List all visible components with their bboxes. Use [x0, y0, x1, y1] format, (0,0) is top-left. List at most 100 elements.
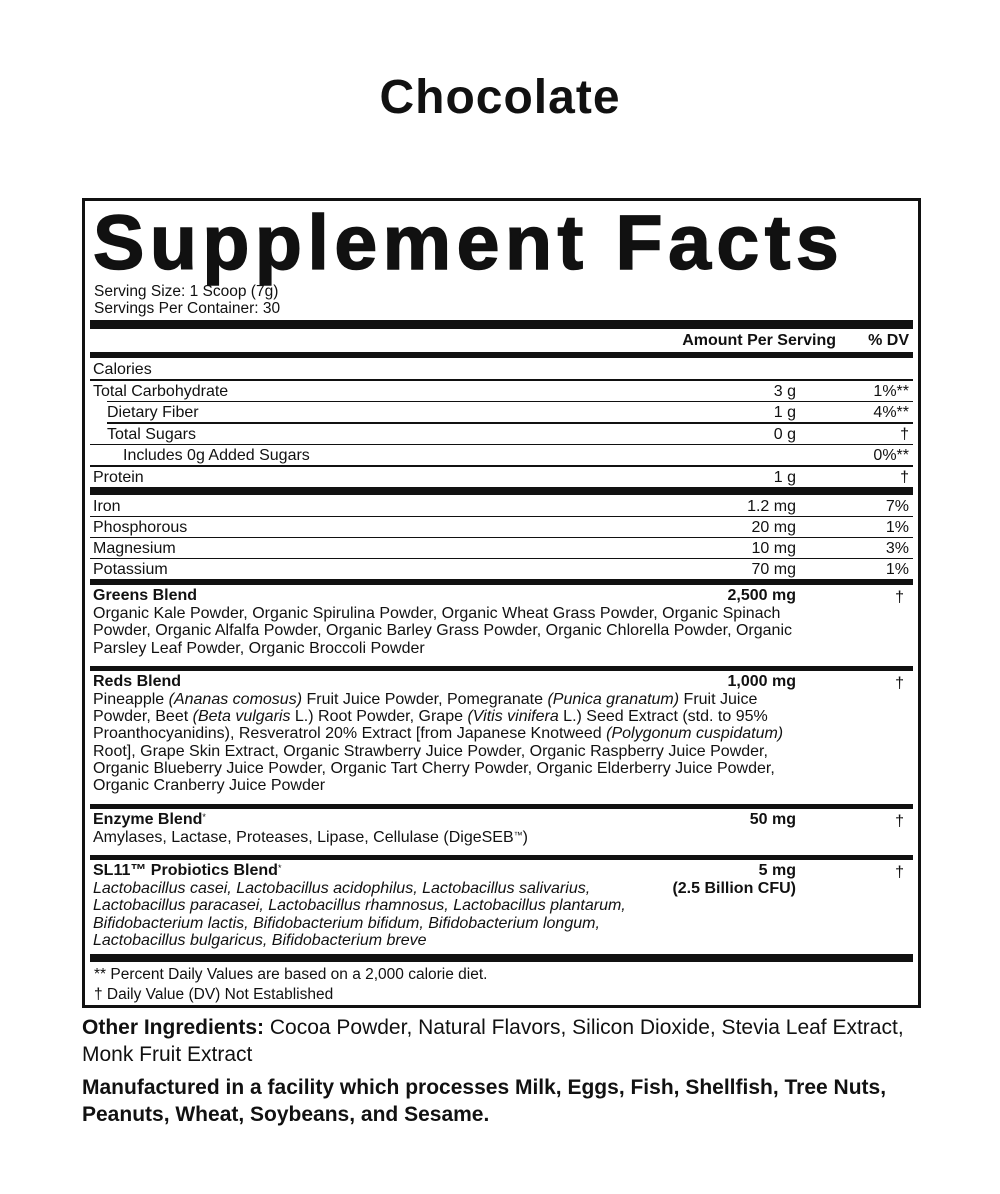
divider-thick — [90, 320, 913, 329]
divider-thick — [90, 855, 913, 860]
ingredient-text: Powder, Beet — [93, 708, 193, 726]
mineral-row: Magnesium 10 mg 3% — [93, 538, 909, 559]
mineral-dv: 1% — [885, 561, 909, 578]
ingredient-text: Fruit Juice Powder, Pomegranate — [302, 690, 548, 708]
ingredient-line: Lactobacillus paracasei, Lactobacillus r… — [93, 897, 909, 914]
divider-thick — [90, 665, 913, 671]
blend-ingredients: Lactobacillus casei, Lactobacillus acido… — [93, 880, 909, 949]
blend-1: Greens Blend 2,500 mg † Organic Kale Powder… — [93, 587, 909, 657]
ingredient-line: Parsley Leaf Powder, Organic Broccoli Po… — [93, 640, 909, 657]
blend-dv: † — [895, 812, 904, 830]
blend-header: Enzyme Blend* 50 mg † — [93, 810, 909, 830]
ingredient-text: Organic Cranberry Juice Powder — [93, 777, 326, 795]
latin-name: (Ananas comosus) — [168, 690, 303, 708]
blend-ingredients: Organic Kale Powder, Organic Spirulina P… — [93, 605, 909, 657]
ingredient-text: L.) Root Powder, Grape — [290, 708, 468, 726]
blend-header: Greens Blend 2,500 mg † — [93, 587, 909, 606]
latin-name: Lactobacillus bulgaricus, Bifidobacteriu… — [93, 931, 427, 949]
blend-3: Enzyme Blend* 50 mg † Amylases, Lactase, Pr… — [93, 811, 909, 846]
nutrient-dv: † — [900, 468, 909, 486]
ingredient-text: Powder, Organic Alfalfa Powder, Organic … — [93, 622, 792, 640]
ingredient-line: Powder, Beet (Beta vulgaris L.) Root Pow… — [93, 708, 909, 725]
mineral-dv: 3% — [885, 540, 909, 557]
latin-name: (Polygonum cuspidatum) — [606, 725, 784, 743]
blend-header: SL11™ Probiotics Blend* 5 mg † — [93, 862, 909, 881]
latin-name: Lactobacillus casei, Lactobacillus acido… — [93, 880, 591, 897]
nutrient-dv: 1%** — [873, 382, 909, 400]
mineral-row: Potassium 70 mg 1% — [93, 559, 909, 580]
mineral-row: Phosphorous 20 mg 1% — [93, 517, 909, 538]
nutrient-name: Total Sugars — [107, 425, 196, 443]
nutrient-row: Total Carbohydrate 3 g 1%** — [93, 381, 909, 402]
latin-name: (Vitis vinifera — [467, 708, 559, 726]
divider-thick — [90, 954, 913, 963]
panel-title: Supplement Facts — [92, 200, 845, 286]
blend-name: Greens Blend — [93, 587, 198, 604]
nutrient-dv: 0%** — [873, 447, 909, 464]
ingredient-line: Bifidobacterium lactis, Bifidobacterium … — [93, 915, 909, 932]
mineral-dv: 7% — [885, 498, 909, 515]
mineral-amount: 10 mg — [751, 540, 796, 557]
mineral-amount: 1.2 mg — [747, 498, 796, 515]
ingredient-text: Organic Blueberry Juice Powder, Organic … — [93, 760, 775, 778]
ingredient-line: Proanthocyanidins), Resveratrol 20% Extr… — [93, 725, 909, 742]
supplement-facts-panel: Supplement Facts Serving Size: 1 Scoop (… — [82, 198, 921, 1008]
mineral-name: Potassium — [93, 561, 168, 578]
divider-thin — [90, 379, 913, 381]
column-header: Amount Per Serving % DV — [93, 330, 909, 351]
blend-header: Reds Blend 1,000 mg † — [93, 672, 909, 692]
mineral-name: Phosphorous — [93, 519, 188, 536]
blend-ingredients: Amylases, Lactase, Proteases, Lipase, Ce… — [93, 829, 909, 846]
mineral-name: Iron — [93, 498, 121, 515]
ingredient-text: ™ — [513, 829, 523, 840]
nutrient-amount: 1 g — [773, 404, 796, 421]
divider-thin — [107, 400, 913, 402]
flavor-title: Chocolate — [379, 71, 621, 124]
divider-thin — [90, 465, 913, 467]
nutrient-row: Includes 0g Added Sugars 0%** — [93, 445, 909, 466]
latin-name: Lactobacillus paracasei, Lactobacillus r… — [93, 897, 626, 915]
ingredient-text: Amylases, Lactase, Proteases, Lipase, Ce… — [93, 828, 514, 846]
nutrient-amount: 1 g — [773, 468, 796, 486]
amount-header: Amount Per Serving — [682, 332, 836, 349]
footnote: ** Percent Daily Values are based on a 2… — [94, 966, 488, 984]
blend-dv: † — [895, 589, 904, 606]
nutrient-name: Protein — [93, 468, 144, 486]
ingredient-line: Amylases, Lactase, Proteases, Lipase, Ce… — [93, 829, 909, 846]
blend-2: Reds Blend 1,000 mg † Pineapple (Ananas com… — [93, 673, 909, 795]
divider-thick — [90, 803, 913, 809]
serving-size: Serving Size: 1 Scoop (7g) — [94, 283, 279, 300]
footnote: † Daily Value (DV) Not Established — [94, 986, 334, 1004]
serving-info: Serving Size: 1 Scoop (7g) Servings Per … — [94, 283, 280, 317]
ingredient-text: Pineapple — [93, 690, 169, 708]
other-ingredients: Other Ingredients: Cocoa Powder, Natural… — [82, 1014, 922, 1068]
blend-amount: 1,000 mg — [727, 672, 796, 690]
divider-thin — [90, 557, 913, 559]
divider-thin — [90, 536, 913, 538]
blend-ingredients: Pineapple (Ananas comosus) Fruit Juice P… — [93, 691, 909, 795]
blend-amount: 50 mg — [749, 810, 796, 828]
latin-name: (Punica granatum) — [547, 690, 680, 708]
divider-thick — [90, 352, 913, 358]
nutrient-name: Includes 0g Added Sugars — [123, 447, 310, 464]
ingredient-line: Root], Grape Skin Extract, Organic Straw… — [93, 743, 909, 760]
nutrient-dv: 4%** — [873, 404, 909, 421]
blend-name: Enzyme Blend — [93, 810, 203, 828]
mineral-row: Iron 1.2 mg 7% — [93, 496, 909, 517]
ingredient-text: ) — [522, 828, 528, 846]
nutrient-row: Protein 1 g † — [93, 467, 909, 488]
blend-4: SL11™ Probiotics Blend* 5 mg † Lactobacillu… — [93, 862, 909, 949]
mineral-amount: 70 mg — [751, 561, 796, 578]
ingredient-line: Lactobacillus casei, Lactobacillus acido… — [93, 880, 909, 897]
ingredient-line: Organic Cranberry Juice Powder — [93, 777, 909, 794]
nutrient-name: Total Carbohydrate — [93, 382, 229, 400]
mineral-name: Magnesium — [93, 540, 176, 557]
blend-mark: * — [202, 811, 206, 822]
divider-thick — [90, 579, 913, 585]
ingredient-line: Lactobacillus bulgaricus, Bifidobacteriu… — [93, 932, 909, 949]
ingredient-text: Root], Grape Skin Extract, Organic Straw… — [93, 742, 768, 760]
blend-amount: 5 mg — [758, 862, 796, 879]
divider-thick — [90, 487, 913, 495]
other-ingredients-label: Other Ingredients: — [82, 1016, 265, 1039]
nutrient-dv: † — [900, 425, 909, 443]
